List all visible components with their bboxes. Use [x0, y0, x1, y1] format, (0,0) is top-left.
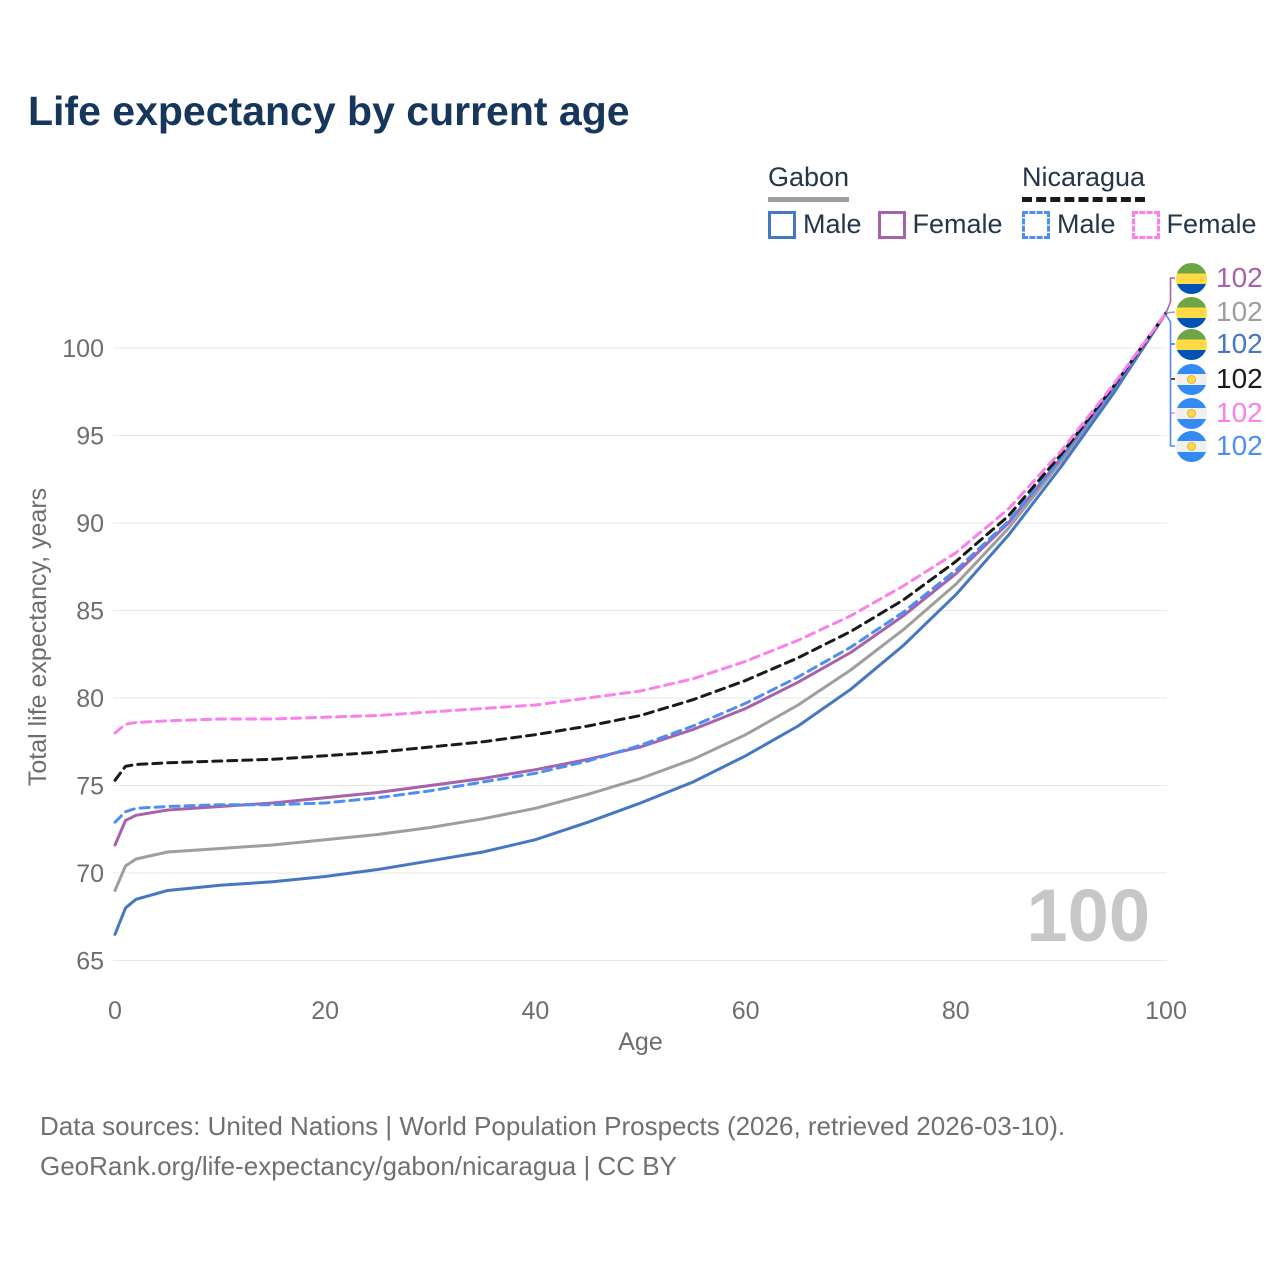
- legend-group-title-gabon: Gabon: [768, 162, 850, 202]
- y-tick-label: 70: [76, 860, 104, 888]
- series-line-nicaragua-male: [113, 311, 1168, 824]
- legend-item-gabon-male[interactable]: Male: [768, 209, 862, 240]
- footer-data-sources: Data sources: United Nations | World Pop…: [40, 1111, 1066, 1141]
- footer-attribution: GeoRank.org/life-expectancy/gabon/nicara…: [40, 1151, 677, 1181]
- x-axis-title: Age: [618, 1028, 662, 1056]
- nicaragua-emblem-icon: [1187, 441, 1196, 451]
- end-label-value: 102: [1216, 363, 1263, 394]
- nicaragua-female-swatch-icon: [1131, 210, 1160, 239]
- end-label-value: 102: [1216, 262, 1263, 293]
- legend-label-nicaragua-male: Male: [1057, 209, 1116, 239]
- nicaragua-emblem-icon: [1187, 374, 1196, 384]
- series-line-gabon-all: [113, 311, 1168, 892]
- legend-label-gabon-female: Female: [912, 209, 1003, 239]
- end-label-value: 102: [1216, 397, 1263, 428]
- x-tick-label: 0: [108, 997, 122, 1025]
- y-tick-label: 65: [76, 948, 104, 976]
- series-line-gabon-female: [113, 311, 1168, 847]
- legend-group-gabon: Gabon Male Female: [768, 162, 1003, 240]
- y-tick-label: 90: [76, 510, 104, 538]
- page-title: Life expectancy by current age: [28, 88, 630, 134]
- legend-group-nicaragua: Nicaragua Male Female: [1022, 162, 1257, 240]
- gabon-male-swatch-icon: [768, 210, 796, 239]
- footer: Data sources: United Nations | World Pop…: [40, 1106, 1065, 1186]
- legend-label-gabon-male: Male: [803, 209, 862, 239]
- x-tick-label: 40: [521, 997, 549, 1025]
- watermark-100: 100: [1027, 874, 1150, 957]
- nicaragua-flag-icon: [1176, 363, 1207, 395]
- y-axis-title: Total life expectancy, years: [24, 488, 52, 786]
- legend-item-nicaragua-male[interactable]: Male: [1022, 209, 1116, 240]
- gabon-female-swatch-icon: [877, 210, 906, 239]
- end-label-value: 102: [1216, 296, 1263, 327]
- legend-item-nicaragua-female[interactable]: Female: [1131, 209, 1257, 240]
- end-label-value: 102: [1216, 430, 1263, 461]
- end-label-row: 102: [1176, 262, 1263, 294]
- end-label-row: 102: [1176, 397, 1263, 429]
- x-tick-label: 60: [732, 997, 760, 1025]
- end-label-connector: [1165, 311, 1176, 314]
- nicaragua-flag-icon: [1176, 430, 1207, 462]
- end-label-row: 102: [1176, 328, 1263, 360]
- end-label-connector: [1165, 277, 1175, 314]
- gabon-flag-icon: [1176, 262, 1207, 294]
- x-tick-label: 100: [1145, 997, 1187, 1025]
- y-tick-label: 95: [76, 423, 104, 451]
- legend-group-title-nicaragua: Nicaragua: [1022, 162, 1146, 202]
- x-tick-label: 20: [311, 997, 339, 1025]
- gabon-flag-icon: [1176, 328, 1207, 360]
- y-tick-label: 75: [76, 773, 104, 801]
- y-tick-label: 85: [76, 598, 104, 626]
- end-label-row: 102: [1176, 296, 1263, 328]
- series-line-gabon-male: [113, 311, 1168, 936]
- line-chart: 65 70 75 80 85 90 95 100 0 20 40 60 80 100 Age Total li…: [24, 277, 1187, 1056]
- gabon-flag-icon: [1176, 296, 1207, 328]
- end-label-connector: [1165, 314, 1175, 447]
- series-line-nicaragua-all: [113, 311, 1168, 782]
- series-line-nicaragua-female: [113, 311, 1168, 735]
- end-label-row: 102: [1176, 430, 1263, 462]
- y-tick-label: 80: [76, 685, 104, 713]
- legend-item-gabon-female[interactable]: Female: [877, 209, 1003, 240]
- y-tick-label: 100: [62, 335, 104, 363]
- nicaragua-emblem-icon: [1187, 408, 1196, 418]
- end-label-row: 102: [1176, 363, 1263, 395]
- legend-label-nicaragua-female: Female: [1166, 209, 1257, 239]
- x-tick-label: 80: [942, 997, 970, 1025]
- nicaragua-male-swatch-icon: [1022, 210, 1050, 239]
- nicaragua-flag-icon: [1176, 397, 1207, 429]
- end-label-value: 102: [1216, 328, 1263, 359]
